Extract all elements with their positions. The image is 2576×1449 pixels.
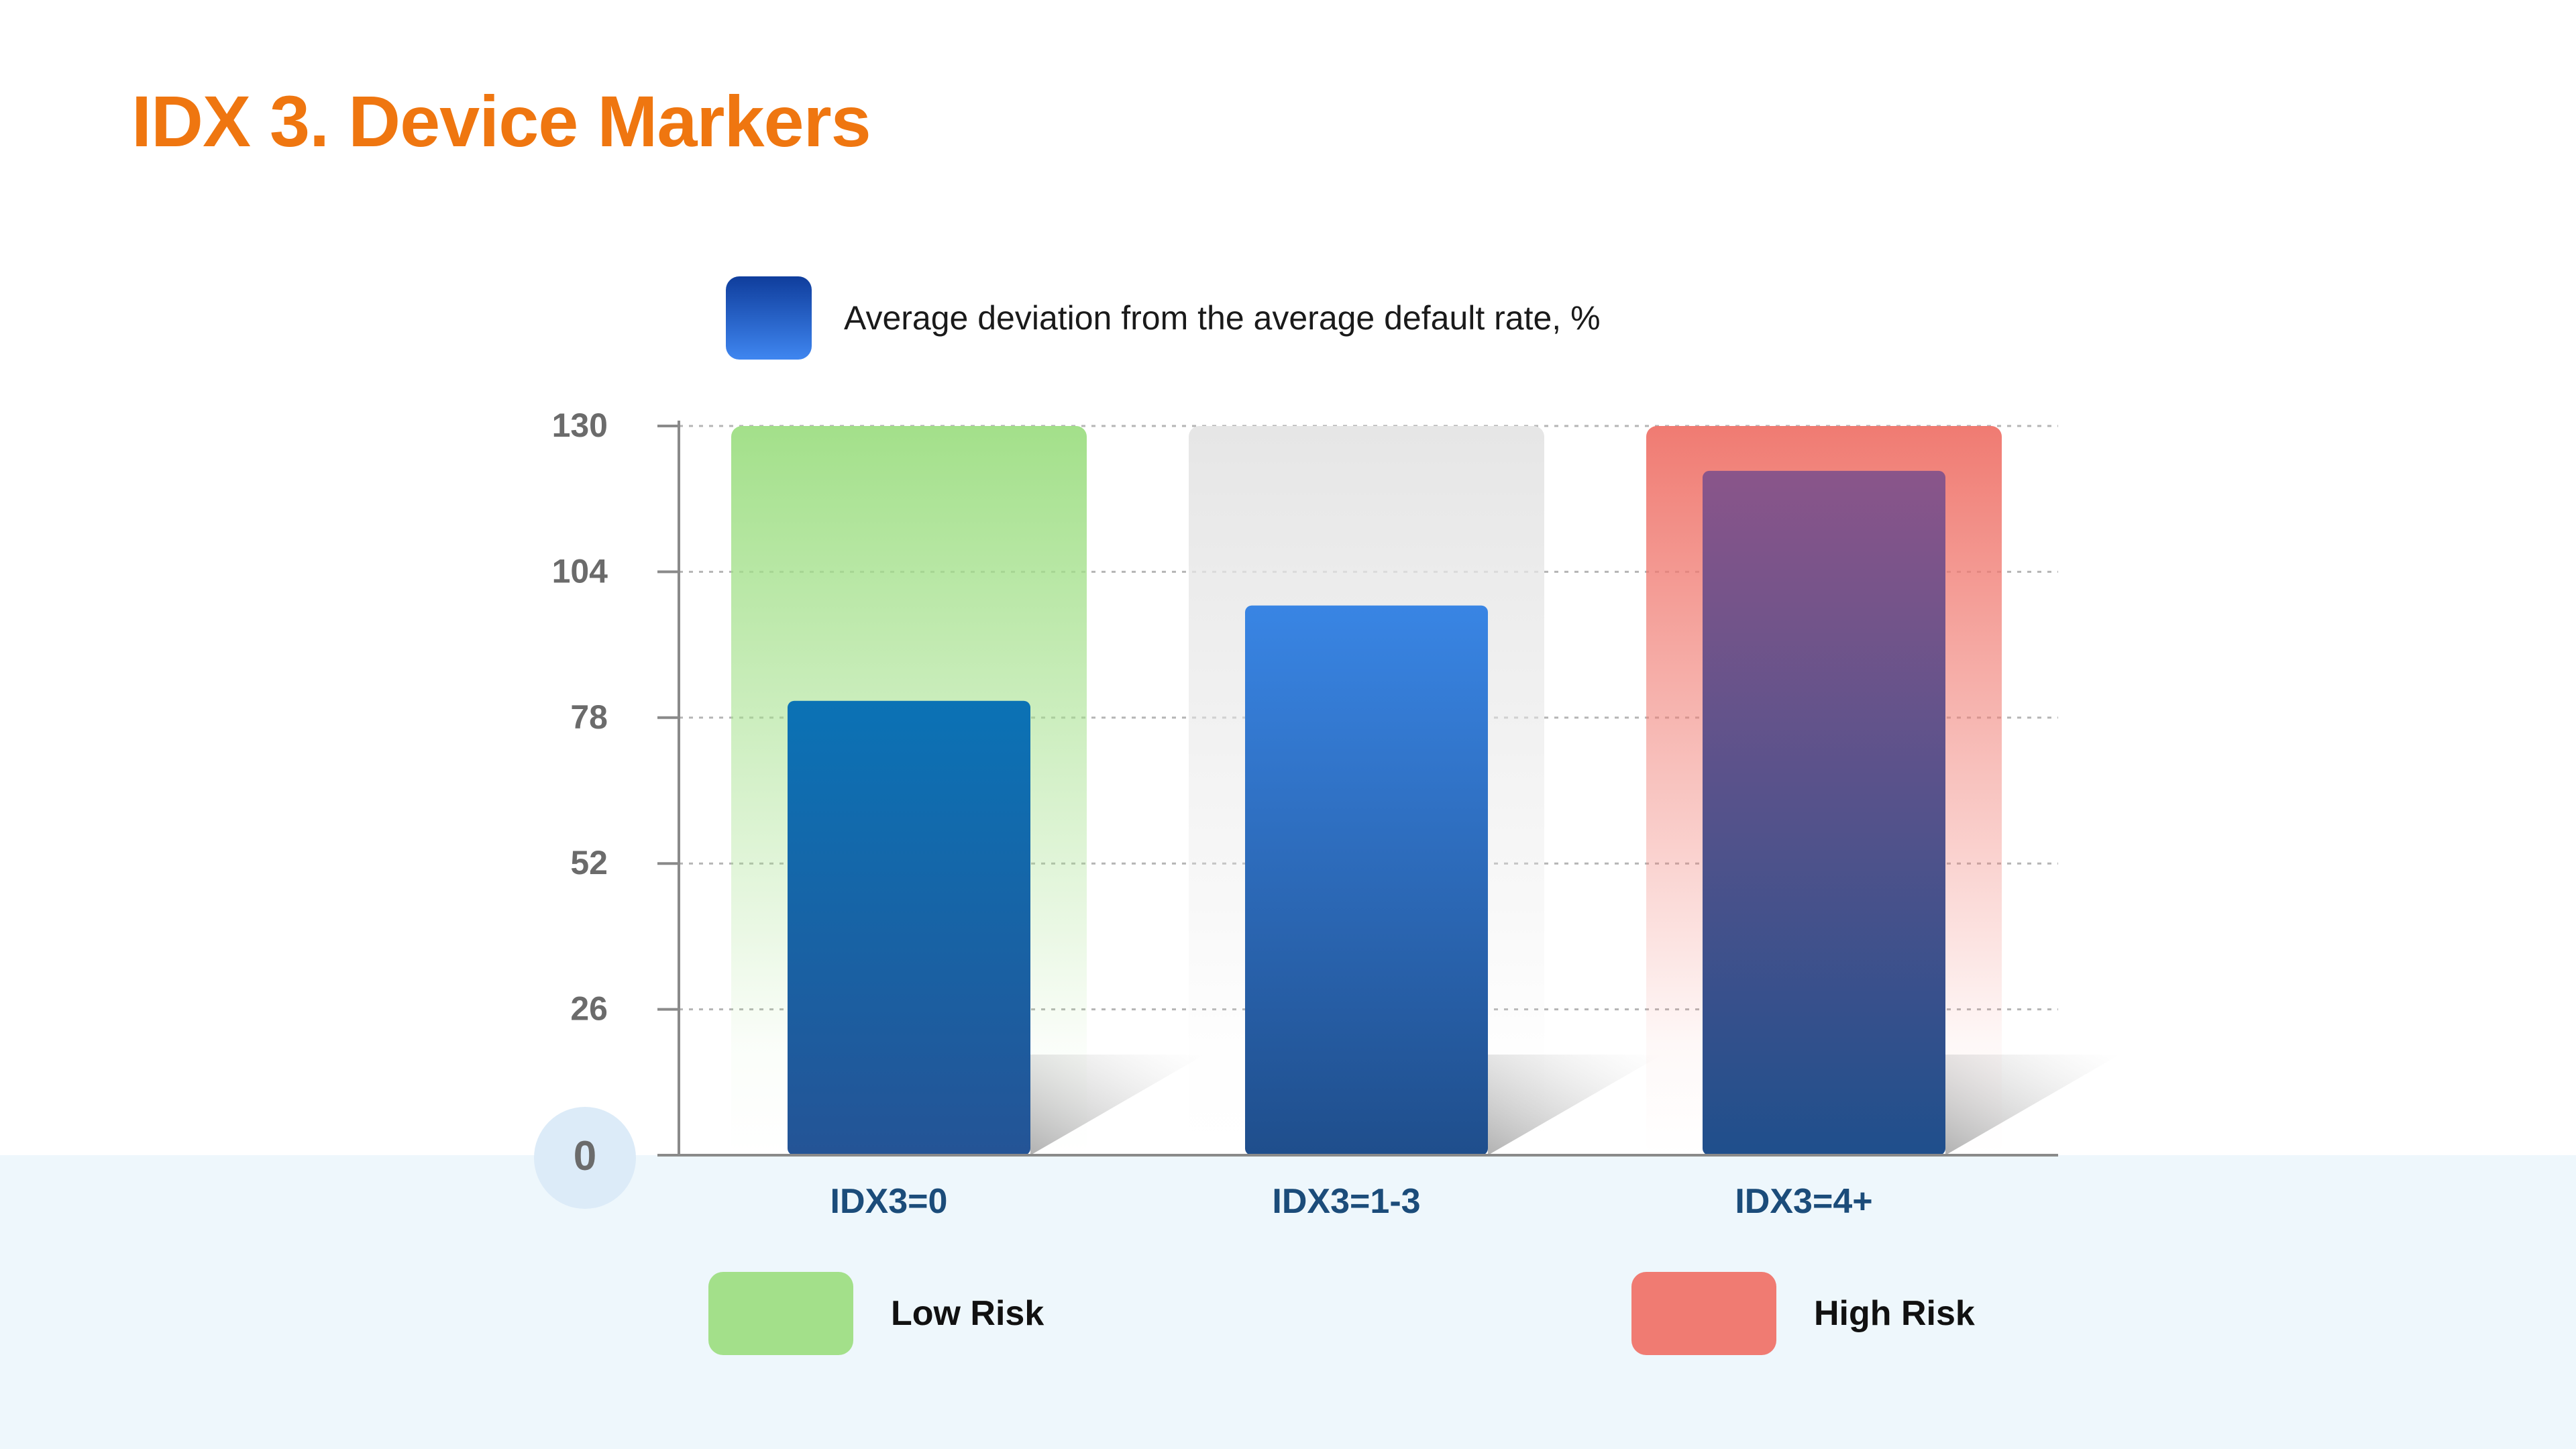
bar-idx3-0 (788, 700, 1030, 1155)
bar-shadow (1945, 1055, 2120, 1155)
legend-high-risk-swatch (1631, 1272, 1776, 1355)
x-tick-label: IDX3=1-3 (1272, 1182, 1420, 1221)
page-title: IDX 3. Device Markers (131, 80, 871, 162)
y-tick-label: 26 (570, 990, 608, 1028)
y-tick-label: 130 (552, 407, 608, 444)
y-tick-label: 104 (552, 552, 608, 590)
bar-idx3-1-3 (1245, 605, 1488, 1155)
legend-series-swatch (726, 276, 812, 360)
y-tick-label: 78 (570, 698, 608, 736)
x-tick-label: IDX3=0 (830, 1182, 948, 1221)
legend-low-risk-label: Low Risk (891, 1294, 1044, 1333)
bar-shadow (1488, 1055, 1662, 1155)
x-tick-label: IDX3=4+ (1735, 1182, 1872, 1221)
bottom-background-band (0, 1155, 2576, 1449)
y-tick-label: 52 (570, 844, 608, 881)
legend-low-risk: Low Risk (708, 1272, 1044, 1355)
legend-series-label: Average deviation from the average defau… (844, 299, 1601, 337)
legend-high-risk: High Risk (1631, 1272, 1975, 1355)
y-zero-highlight (534, 1107, 636, 1209)
legend-series: Average deviation from the average defau… (726, 276, 1601, 360)
legend-high-risk-label: High Risk (1814, 1294, 1975, 1333)
legend-low-risk-swatch (708, 1272, 853, 1355)
y-tick-label: 0 (574, 1133, 596, 1179)
bar-idx3-4- (1703, 470, 1945, 1155)
bar-shadow (1030, 1055, 1205, 1155)
